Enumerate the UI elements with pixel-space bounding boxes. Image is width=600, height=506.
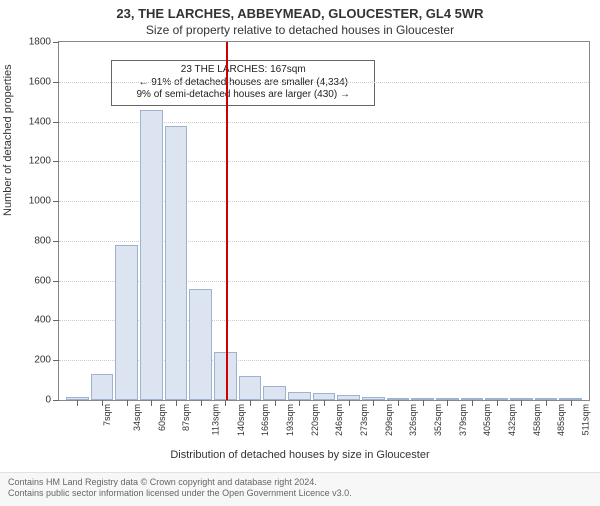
x-tick	[447, 400, 448, 406]
histogram-bar	[165, 126, 188, 400]
x-tick	[299, 400, 300, 406]
y-tick	[53, 241, 59, 242]
y-tick-label: 800	[34, 235, 51, 246]
y-tick-label: 1400	[29, 116, 51, 127]
y-tick	[53, 281, 59, 282]
x-tick	[102, 400, 103, 406]
y-tick	[53, 42, 59, 43]
y-tick-label: 1000	[29, 196, 51, 207]
x-tick-label: 432sqm	[507, 404, 517, 436]
x-tick	[127, 400, 128, 406]
grid-line	[59, 122, 589, 123]
grid-line	[59, 320, 589, 321]
x-tick	[349, 400, 350, 406]
histogram-bar	[115, 245, 138, 400]
y-tick	[53, 82, 59, 83]
y-tick-label: 1600	[29, 76, 51, 87]
reference-line	[226, 42, 228, 400]
histogram-bar	[91, 374, 114, 400]
x-tick-label: 379sqm	[458, 404, 468, 436]
x-tick-label: 166sqm	[260, 404, 270, 436]
page-title: 23, THE LARCHES, ABBEYMEAD, GLOUCESTER, …	[0, 6, 600, 21]
x-tick	[201, 400, 202, 406]
histogram-bar	[288, 392, 311, 400]
histogram-bar	[239, 376, 262, 400]
x-tick	[546, 400, 547, 406]
x-tick-label: 326sqm	[408, 404, 418, 436]
x-tick-label: 193sqm	[285, 404, 295, 436]
x-tick	[521, 400, 522, 406]
histogram-bar	[140, 110, 163, 400]
x-tick	[275, 400, 276, 406]
page-subtitle: Size of property relative to detached ho…	[0, 23, 600, 37]
footer-line-2: Contains public sector information licen…	[8, 488, 592, 500]
x-tick	[250, 400, 251, 406]
x-tick	[398, 400, 399, 406]
x-tick-label: 273sqm	[359, 404, 369, 436]
plot-region: 23 THE LARCHES: 167sqm ← 91% of detached…	[58, 41, 590, 401]
x-tick-label: 458sqm	[532, 404, 542, 436]
x-tick-label: 87sqm	[181, 404, 191, 431]
x-tick	[571, 400, 572, 406]
y-tick	[53, 400, 59, 401]
x-tick-label: 352sqm	[433, 404, 443, 436]
x-tick-label: 405sqm	[482, 404, 492, 436]
grid-line	[59, 201, 589, 202]
y-tick-label: 200	[34, 355, 51, 366]
grid-line	[59, 82, 589, 83]
footer-line-1: Contains HM Land Registry data © Crown c…	[8, 477, 592, 489]
y-tick	[53, 201, 59, 202]
y-tick	[53, 360, 59, 361]
x-tick-label: 299sqm	[384, 404, 394, 436]
y-tick	[53, 320, 59, 321]
x-tick-label: 140sqm	[236, 404, 246, 436]
x-tick	[324, 400, 325, 406]
y-axis-label: Number of detached properties	[2, 64, 14, 216]
annotation-line-1: 23 THE LARCHES: 167sqm	[118, 64, 368, 77]
x-tick	[472, 400, 473, 406]
x-tick-label: 113sqm	[210, 404, 220, 435]
histogram-bar	[313, 393, 336, 400]
x-tick-label: 485sqm	[556, 404, 566, 436]
x-tick	[497, 400, 498, 406]
x-axis-label: Distribution of detached houses by size …	[0, 449, 600, 461]
grid-line	[59, 360, 589, 361]
y-tick-label: 400	[34, 315, 51, 326]
y-tick-label: 1200	[29, 156, 51, 167]
histogram-bar	[263, 386, 286, 400]
x-tick-label: 34sqm	[132, 404, 142, 431]
x-tick-label: 246sqm	[334, 404, 344, 436]
x-tick	[373, 400, 374, 406]
attribution-footer: Contains HM Land Registry data © Crown c…	[0, 472, 600, 506]
y-tick-label: 600	[34, 275, 51, 286]
x-tick	[423, 400, 424, 406]
x-tick	[225, 400, 226, 406]
grid-line	[59, 161, 589, 162]
x-tick-label: 7sqm	[102, 404, 112, 426]
x-tick-label: 511sqm	[580, 404, 590, 435]
x-tick-label: 220sqm	[310, 404, 320, 436]
x-tick	[77, 400, 78, 406]
y-tick-label: 1800	[29, 37, 51, 48]
grid-line	[59, 241, 589, 242]
y-tick	[53, 161, 59, 162]
x-tick	[176, 400, 177, 406]
x-tick-label: 60sqm	[157, 404, 167, 431]
y-tick-label: 0	[45, 395, 51, 406]
y-tick	[53, 122, 59, 123]
x-tick	[151, 400, 152, 406]
histogram-bar	[189, 289, 212, 400]
grid-line	[59, 281, 589, 282]
chart-area: 23 THE LARCHES: 167sqm ← 91% of detached…	[58, 41, 590, 401]
annotation-line-3: 9% of semi-detached houses are larger (4…	[118, 89, 368, 102]
